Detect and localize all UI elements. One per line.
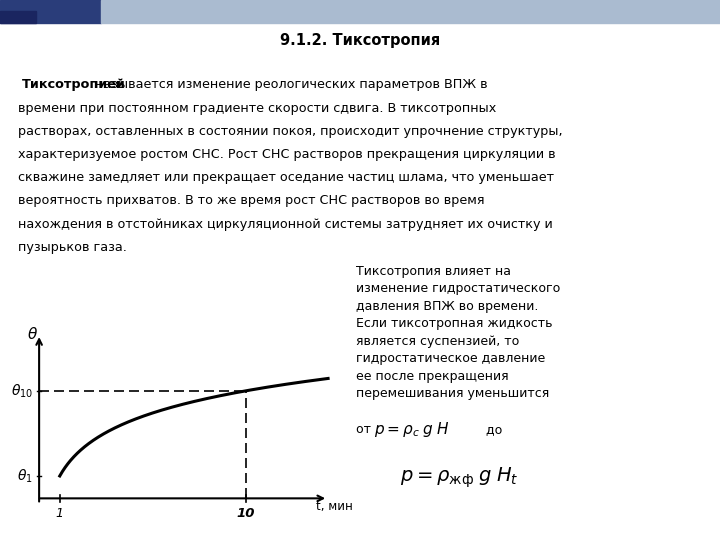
Text: нахождения в отстойниках циркуляционной системы затрудняет их очистку и: нахождения в отстойниках циркуляционной … (18, 218, 553, 231)
Text: t, мин: t, мин (316, 500, 353, 513)
Text: 1: 1 (55, 507, 64, 519)
Text: 9.1.2. Тиксотропия: 9.1.2. Тиксотропия (280, 33, 440, 48)
Text: скважине замедляет или прекращает оседание частиц шлама, что уменьшает: скважине замедляет или прекращает оседан… (18, 171, 554, 184)
Text: $\theta$: $\theta$ (27, 326, 38, 342)
Text: Тиксотропия влияет на
изменение гидростатического
давления ВПЖ во времени.
Если : Тиксотропия влияет на изменение гидроста… (356, 265, 561, 400)
Bar (0, 11, 36, 23)
Text: $p = \rho_c\;g\;H$: $p = \rho_c\;g\;H$ (374, 420, 450, 439)
Text: $\theta_1$: $\theta_1$ (17, 467, 33, 485)
Text: 10: 10 (236, 507, 255, 519)
Text: растворах, оставленных в состоянии покоя, происходит упрочнение структуры,: растворах, оставленных в состоянии покоя… (18, 125, 562, 138)
Text: вероятность прихватов. В то же время рост СНС растворов во время: вероятность прихватов. В то же время рос… (18, 194, 485, 207)
Text: характеризуемое ростом СНС. Рост СНС растворов прекращения циркуляции в: характеризуемое ростом СНС. Рост СНС рас… (18, 148, 556, 161)
Bar (101, 0, 720, 23)
Text: называется изменение реологических параметров ВПЖ в: называется изменение реологических парам… (91, 78, 487, 91)
Text: до: до (482, 423, 503, 436)
Text: пузырьков газа.: пузырьков газа. (18, 241, 127, 254)
Text: от: от (356, 423, 375, 436)
Bar (0, 0, 101, 23)
Text: $\theta_{10}$: $\theta_{10}$ (11, 382, 33, 400)
Text: $p = \rho_{\mathsf{жф}}\;g\;H_t$: $p = \rho_{\mathsf{жф}}\;g\;H_t$ (400, 465, 518, 490)
Text: времени при постоянном градиенте скорости сдвига. В тиксотропных: времени при постоянном градиенте скорост… (18, 102, 496, 114)
Text: Тиксотропией: Тиксотропией (22, 78, 125, 91)
